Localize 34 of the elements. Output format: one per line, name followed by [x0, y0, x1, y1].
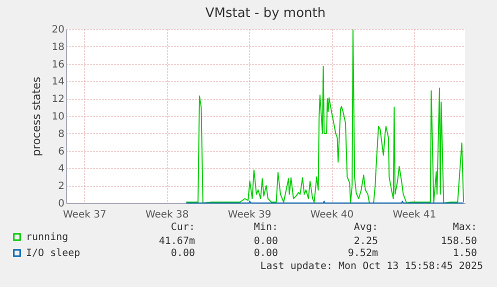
text: Max: — [452, 222, 477, 233]
text: Avg: — [354, 222, 378, 233]
text: 0.00 — [254, 236, 278, 247]
y-tick-label: 6 — [58, 146, 64, 158]
line-series — [186, 29, 464, 204]
text: Min: — [254, 222, 278, 233]
text: 1.50 — [452, 248, 477, 259]
y-tick-label: 20 — [52, 24, 64, 36]
y-tick-label: 16 — [52, 59, 64, 70]
y-tick-label: 18 — [52, 42, 64, 53]
legend-label: I/O sleep — [26, 248, 80, 259]
x-tick-label: Week 37 — [63, 210, 106, 220]
chart-title: VMstat - by month — [205, 6, 326, 21]
text: Cur: — [170, 222, 195, 233]
legend-label: running — [26, 232, 68, 243]
x-tick-label: Week 39 — [228, 210, 272, 220]
text: 158.50 — [440, 236, 477, 247]
x-tick-label: Week 40 — [310, 210, 354, 220]
y-tick-label: 12 — [52, 94, 64, 106]
text: 0.00 — [170, 248, 195, 259]
x-tick-label: Week 38 — [145, 210, 189, 220]
text: 0.00 — [254, 248, 278, 259]
y-tick-label: 0 — [58, 198, 64, 210]
text: 2.25 — [354, 236, 378, 247]
text: Last update: Mon Oct 13 15:58:45 2025 — [260, 261, 483, 272]
y-axis-title: process states — [30, 76, 43, 156]
y-tick-label: 14 — [52, 76, 64, 88]
y-tick-label: 8 — [58, 128, 64, 140]
text: 9.52m — [348, 248, 378, 259]
y-tick-label: 10 — [52, 112, 64, 122]
x-tick-label: Week 41 — [392, 210, 436, 220]
text: 41.67m — [158, 236, 195, 247]
y-tick-label: 4 — [58, 164, 64, 175]
y-tick-label: 2 — [58, 181, 64, 192]
